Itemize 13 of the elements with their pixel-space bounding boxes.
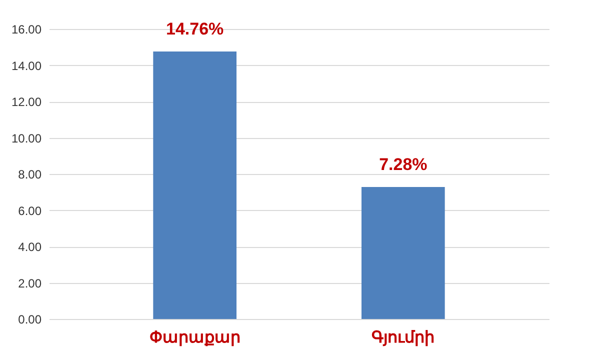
y-tick-label: 14.00 [11, 58, 42, 73]
y-tick-label: 16.00 [11, 22, 42, 36]
y-tick-label: 0.00 [18, 312, 42, 326]
y-tick-label: 8.00 [18, 168, 42, 182]
x-tick-label: Գյումրի [372, 330, 435, 346]
y-tick-label: 4.00 [18, 240, 42, 254]
x-tick-label: Փարաքար [149, 330, 240, 346]
y-tick-label: 12.00 [11, 95, 42, 109]
y-tick-label: 2.00 [18, 276, 42, 290]
data-label: 14.76% [166, 19, 224, 38]
y-tick-label: 6.00 [18, 204, 42, 218]
y-tick-label: 10.00 [11, 131, 42, 146]
data-label: 7.28% [379, 155, 428, 174]
